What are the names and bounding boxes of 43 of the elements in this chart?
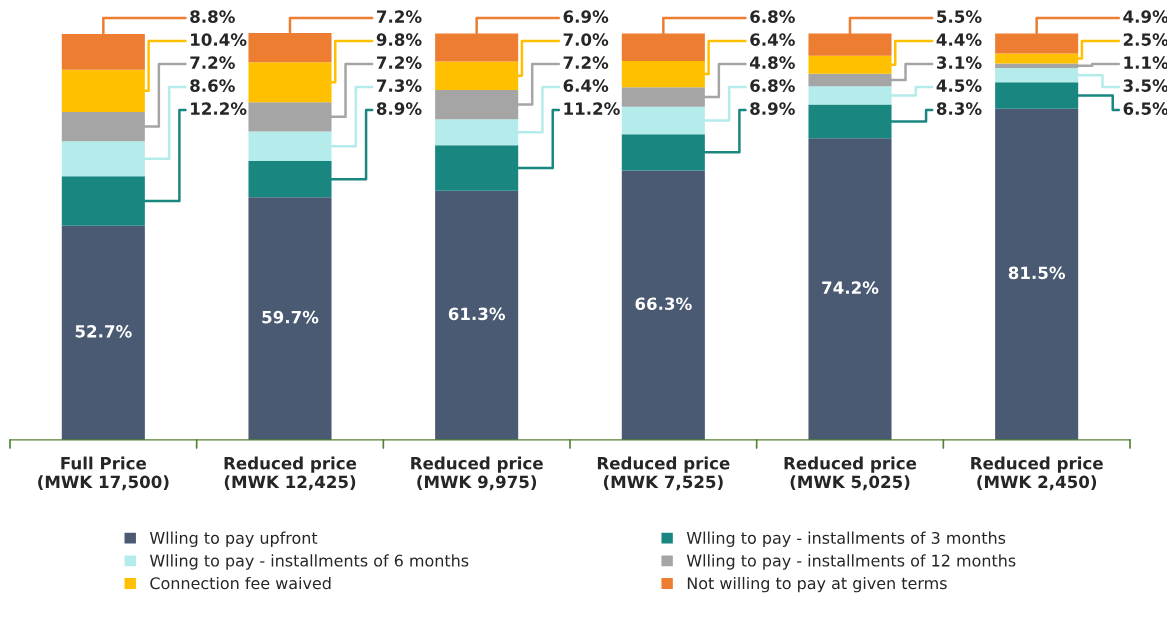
data-label: 59.7% [262, 310, 319, 324]
data-label: 6.4% [563, 79, 609, 92]
x-tick-label: Full Price (MWK 17,500) [38, 456, 169, 491]
legend-label: Connection fee waived [150, 576, 331, 590]
data-label: 8.9% [750, 102, 795, 115]
data-label: 7.2% [563, 56, 609, 69]
x-tick-label: Reduced price (MWK 7,525) [597, 456, 730, 491]
data-label: 7.2% [190, 56, 235, 69]
legend-label: Wlling to pay - installments of 12 months [686, 554, 1016, 570]
data-label: 5.5% [937, 10, 982, 23]
data-label: 4.5% [936, 79, 982, 92]
data-label: 4.8% [749, 56, 795, 69]
data-label: 7.2% [376, 10, 422, 23]
data-label: 12.2% [191, 102, 247, 115]
legend-label: Not willing to pay at given terms [687, 576, 947, 593]
data-label: 8.6% [190, 79, 235, 92]
legend-label: Wlling to pay upfront [149, 531, 318, 548]
data-label: 6.9% [563, 10, 609, 23]
data-label: 7.3% [376, 79, 422, 92]
data-label: 6.4% [750, 33, 795, 46]
data-label: 10.4% [191, 33, 247, 46]
data-label: 81.5% [1008, 266, 1066, 280]
data-label: 7.2% [376, 56, 422, 69]
data-label: 3.1% [936, 56, 982, 69]
data-label: 6.8% [750, 79, 795, 92]
data-label: 8.9% [376, 102, 422, 115]
data-label: 61.3% [448, 307, 506, 321]
data-label: 8.8% [190, 10, 235, 23]
data-label: 52.7% [75, 325, 132, 338]
data-label: 66.3% [635, 297, 692, 311]
data-label: 4.4% [936, 33, 982, 46]
data-label: 74.2% [822, 281, 879, 294]
data-label: 7.0% [563, 33, 609, 46]
x-tick-label: Reduced price (MWK 2,450) [971, 456, 1103, 491]
data-label: 11.2% [564, 102, 620, 115]
x-tick-label: Reduced price (MWK 5,025) [784, 456, 917, 491]
legend-label: Wlling to pay - installments of 6 months [149, 554, 469, 570]
data-label: 9.8% [376, 33, 422, 46]
x-tick-label: Reduced price (MWK 12,425) [224, 456, 357, 491]
x-tick-label: Reduced price (MWK 9,975) [411, 456, 543, 491]
legend-label: Wlling to pay - installments of 3 months [686, 531, 1006, 548]
data-label: 8.3% [936, 102, 982, 115]
data-label: 6.8% [750, 10, 795, 23]
